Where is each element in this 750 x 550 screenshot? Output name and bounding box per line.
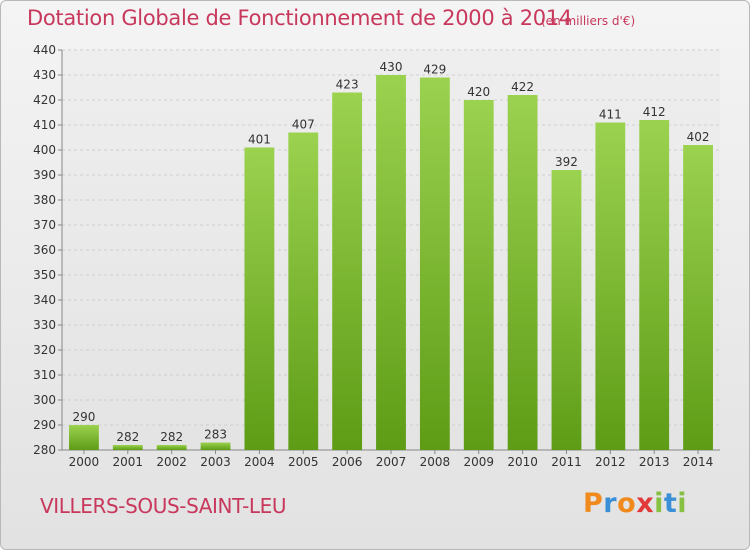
proxiti-logo: Proxiti [583, 488, 688, 519]
x-tick-label: 2007 [376, 455, 407, 469]
y-tick-label: 360 [33, 243, 56, 257]
chart-unit: (en milliers d'€) [541, 14, 636, 28]
x-tick-label: 2004 [244, 455, 275, 469]
bar [551, 170, 582, 450]
bar-value-label: 423 [336, 78, 359, 92]
bar-value-label: 282 [116, 430, 139, 444]
y-tick-label: 280 [33, 443, 56, 457]
x-tick-label: 2000 [69, 455, 100, 469]
bar [507, 95, 538, 450]
bar [69, 425, 99, 450]
bar-value-label: 401 [248, 133, 271, 147]
bar [419, 77, 450, 450]
bar [156, 445, 187, 450]
y-tick-label: 390 [33, 168, 56, 182]
bar-value-label: 282 [160, 430, 183, 444]
bar-value-label: 412 [643, 105, 666, 119]
bar-value-label: 411 [599, 108, 622, 122]
x-tick-label: 2001 [113, 455, 144, 469]
y-tick-label: 400 [33, 143, 56, 157]
y-tick-label: 420 [33, 93, 56, 107]
y-tick-label: 320 [33, 343, 56, 357]
y-tick-label: 430 [33, 68, 56, 82]
y-tick-label: 290 [33, 418, 56, 432]
y-tick-label: 370 [33, 218, 56, 232]
y-tick-label: 310 [33, 368, 56, 382]
bar-value-label: 430 [380, 60, 403, 74]
x-tick-label: 2009 [463, 455, 494, 469]
bar-value-label: 420 [467, 85, 490, 99]
bar-value-label: 402 [687, 130, 710, 144]
y-tick-label: 350 [33, 268, 56, 282]
x-tick-label: 2006 [332, 455, 363, 469]
bar [595, 122, 626, 450]
bar-value-label: 429 [423, 63, 446, 77]
bar [376, 75, 406, 450]
x-tick-label: 2008 [420, 455, 451, 469]
x-tick-label: 2014 [683, 455, 714, 469]
bar-value-label: 283 [204, 428, 227, 442]
bar-value-label: 407 [292, 118, 315, 132]
y-tick-label: 410 [33, 118, 56, 132]
y-tick-label: 380 [33, 193, 56, 207]
bar [683, 145, 713, 450]
label-layer: 280 290 300 310 320 330 340 350 360 370 380 390 400 4… [33, 43, 713, 469]
bar [244, 147, 275, 450]
bar-value-label: 290 [72, 410, 95, 424]
y-tick-label: 440 [33, 43, 56, 57]
y-tick-label: 330 [33, 318, 56, 332]
bar [639, 120, 670, 450]
bar-value-label: 422 [511, 80, 534, 94]
bar [463, 100, 494, 450]
x-tick-label: 2011 [551, 455, 582, 469]
y-tick-label: 300 [33, 393, 56, 407]
bar [200, 442, 231, 450]
bar-value-label: 392 [555, 155, 578, 169]
chart-title: Dotation Globale de Fonctionnement de 20… [27, 6, 572, 30]
bar [332, 92, 363, 450]
commune-name: VILLERS-SOUS-SAINT-LEU [40, 494, 287, 518]
x-tick-label: 2005 [288, 455, 319, 469]
bar [112, 445, 143, 450]
y-tick-label: 340 [33, 293, 56, 307]
x-tick-label: 2010 [507, 455, 538, 469]
bar-layer [69, 75, 713, 450]
x-tick-label: 2003 [200, 455, 231, 469]
bar [288, 132, 319, 450]
x-tick-label: 2012 [595, 455, 626, 469]
x-tick-label: 2013 [639, 455, 670, 469]
x-tick-label: 2002 [156, 455, 187, 469]
